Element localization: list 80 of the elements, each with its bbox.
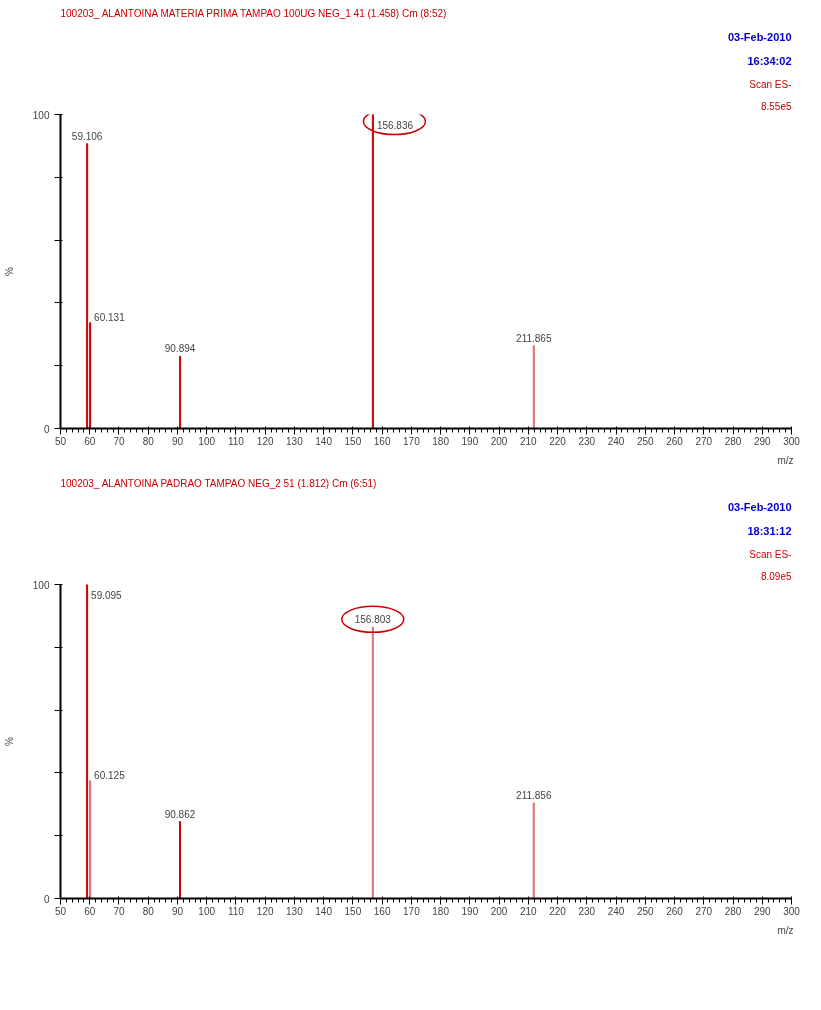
- x-tick-label: 290: [753, 905, 772, 917]
- x-tick-label: 70: [113, 905, 125, 917]
- x-tick-label: 100: [198, 435, 216, 447]
- x-tick-label: 180: [432, 435, 450, 447]
- x-tick-label: 200: [490, 905, 508, 917]
- x-tick-label: 230: [578, 435, 596, 447]
- x-tick-label: 80: [142, 435, 155, 447]
- x-tick-label: 220: [549, 435, 567, 447]
- annotation: 211.865: [516, 332, 552, 344]
- annotation: 156.803: [354, 614, 392, 626]
- x-tick-label: 230: [578, 905, 596, 917]
- y-axis-title: %: [3, 266, 15, 276]
- x-tick-label: 170: [403, 905, 421, 917]
- x-tick-label: 60: [84, 435, 96, 447]
- annotation: 60.131: [94, 311, 126, 323]
- x-tick-label: 270: [695, 905, 713, 917]
- text: Scan ES-: [749, 78, 792, 90]
- x-tick-label: 50: [54, 905, 67, 917]
- x-axis-title: m/z: [777, 454, 794, 466]
- x-tick-label: 120: [256, 435, 274, 447]
- text: 03-Feb-2010: [727, 500, 792, 513]
- chart-title: 100203_ ALANTOINA MATERIA PRIMA TAMPAO 100UG NEG_1 41 (1.458) Cm (8:52): [60, 7, 447, 19]
- text: 8.09e5: [760, 570, 792, 582]
- x-tick-label: 210: [520, 905, 538, 917]
- annotation: 59.095: [91, 589, 123, 601]
- x-tick-label: 110: [227, 905, 245, 917]
- y-tick-label: 100: [32, 579, 50, 591]
- y-tick-label: 0: [43, 893, 50, 905]
- x-tick-label: 290: [753, 435, 772, 447]
- x-tick-label: 120: [256, 905, 274, 917]
- x-tick-label: 160: [373, 435, 391, 447]
- x-axis-title: m/z: [777, 924, 794, 936]
- x-tick-label: 150: [344, 905, 362, 917]
- x-tick-label: 90: [171, 905, 184, 917]
- x-tick-label: 240: [607, 905, 625, 917]
- x-tick-label: 250: [636, 435, 655, 447]
- x-tick-label: 140: [315, 435, 333, 447]
- x-tick-label: 220: [549, 905, 567, 917]
- x-tick-label: 300: [783, 435, 801, 447]
- y-tick-label: 0: [43, 423, 50, 435]
- chart-title: 100203_ ALANTOINA PADRAO TAMPAO NEG_2 51 (1.812) Cm (6:51): [60, 477, 377, 489]
- x-tick-label: 140: [315, 905, 333, 917]
- x-tick-label: 190: [461, 905, 479, 917]
- annotation: 90.862: [164, 808, 196, 820]
- y-tick-label: 100: [32, 109, 50, 121]
- x-tick-label: 300: [783, 905, 801, 917]
- x-tick-label: 90: [171, 435, 184, 447]
- x-tick-label: 50: [54, 435, 67, 447]
- x-tick-label: 60: [84, 905, 96, 917]
- x-tick-label: 110: [227, 435, 245, 447]
- annotation: 60.125: [94, 769, 126, 781]
- x-tick-label: 170: [403, 435, 421, 447]
- x-tick-label: 80: [142, 905, 155, 917]
- x-tick-label: 280: [724, 905, 742, 917]
- x-tick-label: 280: [724, 435, 742, 447]
- annotation: 156.836: [376, 119, 414, 131]
- x-tick-label: 70: [113, 435, 125, 447]
- x-tick-label: 240: [607, 435, 625, 447]
- x-tick-label: 100: [198, 905, 216, 917]
- x-tick-label: 180: [432, 905, 450, 917]
- x-tick-label: 130: [286, 905, 304, 917]
- x-tick-label: 160: [373, 905, 391, 917]
- y-axis-title: %: [3, 736, 15, 746]
- x-tick-label: 260: [666, 435, 684, 447]
- text: 03-Feb-2010: [727, 30, 792, 43]
- x-tick-label: 250: [636, 905, 655, 917]
- x-tick-label: 130: [286, 435, 304, 447]
- x-tick-label: 190: [461, 435, 479, 447]
- text: Scan ES-: [749, 548, 792, 560]
- x-tick-label: 270: [695, 435, 713, 447]
- x-tick-label: 210: [520, 435, 538, 447]
- x-tick-label: 260: [666, 905, 684, 917]
- text: 16:34:02: [747, 54, 792, 67]
- annotation: 59.106: [71, 130, 103, 142]
- x-tick-label: 150: [344, 435, 362, 447]
- annotation: 90.894: [164, 343, 196, 355]
- x-tick-label: 200: [490, 435, 508, 447]
- text: 18:31:12: [747, 524, 792, 537]
- text: 8.55e5: [760, 100, 792, 112]
- annotation: 211.856: [516, 790, 552, 802]
